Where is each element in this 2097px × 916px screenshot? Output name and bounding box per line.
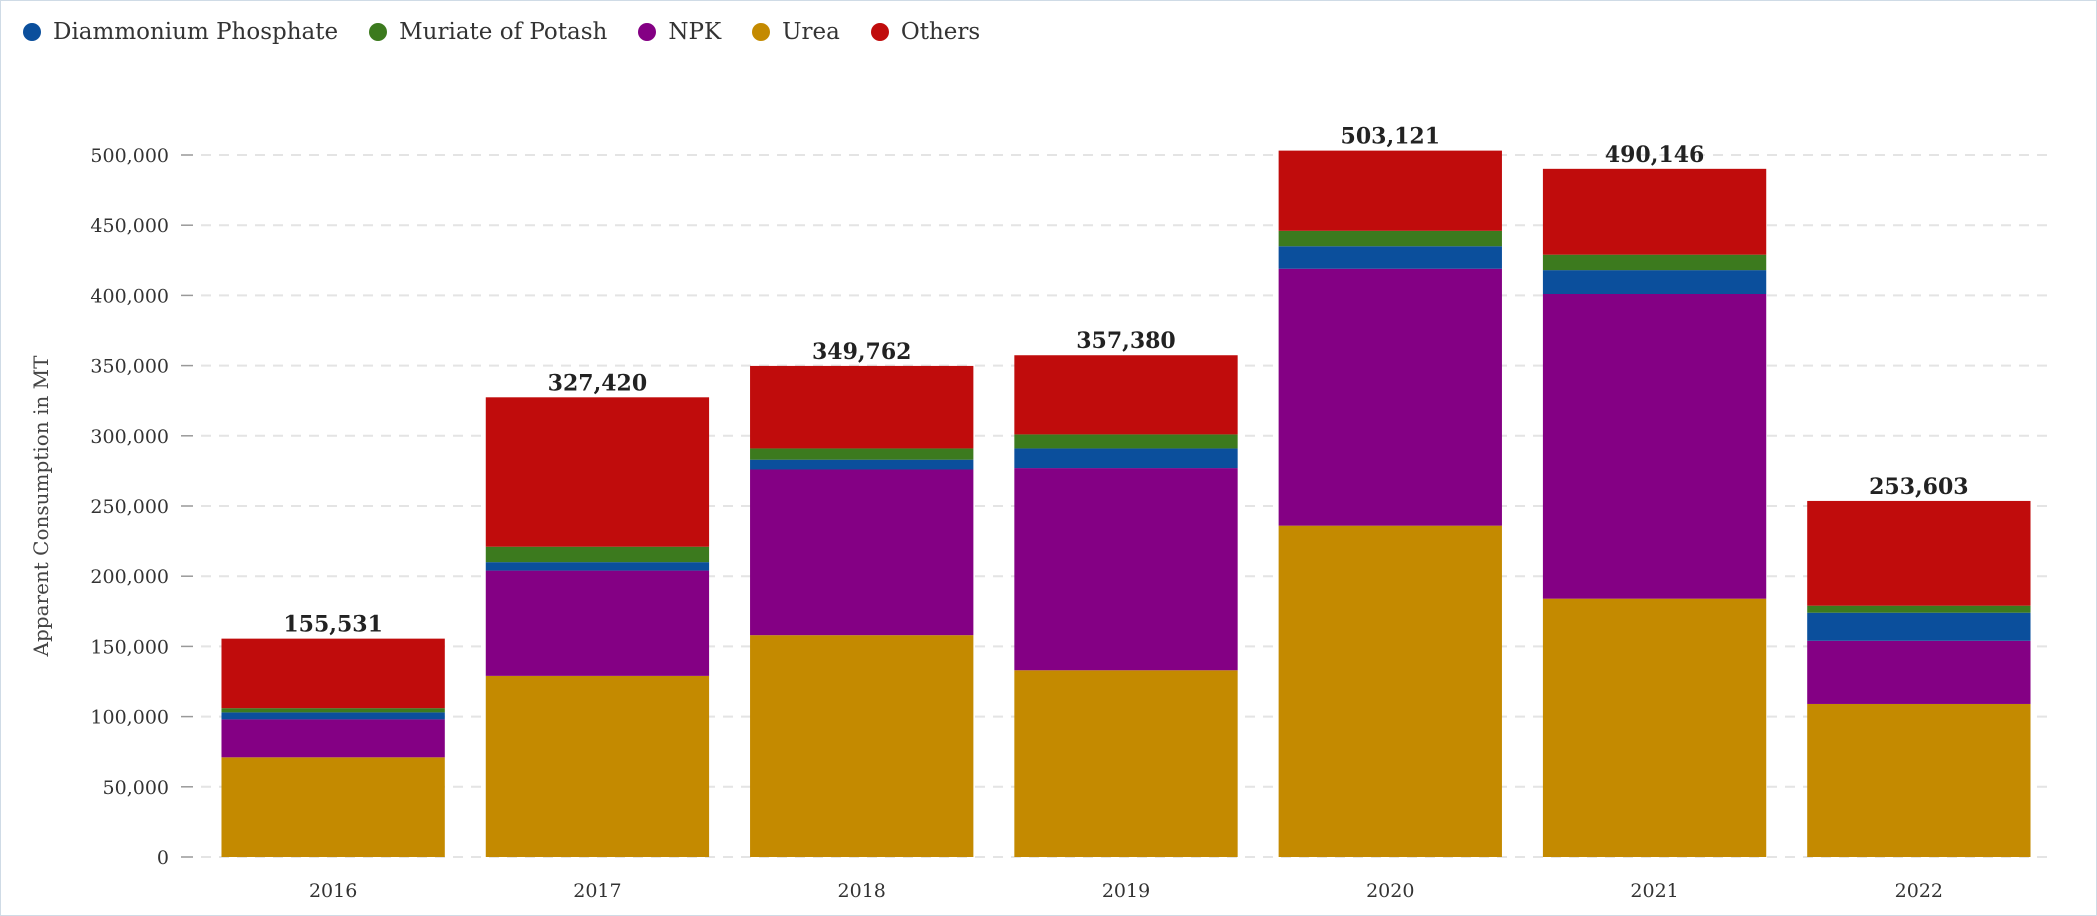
- y-tick-label: 300,000: [90, 426, 169, 448]
- total-label-2017: 327,420: [548, 370, 648, 396]
- y-tick-label: 500,000: [90, 145, 169, 167]
- bar-npk-2021[interactable]: [1542, 293, 1767, 599]
- bar-urea-2017[interactable]: [485, 675, 710, 857]
- bar-others-2017[interactable]: [485, 397, 710, 547]
- legend-label-npk: NPK: [668, 19, 722, 45]
- bar-muriate-of-potash-2021[interactable]: [1542, 254, 1767, 271]
- bar-others-2018[interactable]: [750, 365, 974, 449]
- legend-swatch-others: [870, 23, 889, 41]
- bar-diammonium-phosphate-2016[interactable]: [221, 712, 445, 720]
- bar-others-2020[interactable]: [1278, 150, 1502, 231]
- bar-urea-2016[interactable]: [221, 757, 445, 857]
- legend-label-others: Others: [900, 19, 981, 45]
- legend-swatch-npk: [638, 23, 657, 41]
- bar-muriate-of-potash-2019[interactable]: [1014, 434, 1238, 449]
- bar-others-2016[interactable]: [221, 638, 445, 709]
- bar-urea-2020[interactable]: [1278, 525, 1502, 857]
- bar-diammonium-phosphate-2019[interactable]: [1014, 448, 1238, 469]
- legend-swatch-urea: [752, 23, 771, 41]
- total-label-2021: 490,146: [1605, 142, 1705, 168]
- y-tick-label: 50,000: [103, 777, 169, 799]
- x-tick-label-2016: 2016: [309, 880, 357, 902]
- legend-item-npk[interactable]: NPK: [638, 19, 721, 45]
- x-tick-label-2018: 2018: [838, 880, 886, 902]
- bar-muriate-of-potash-2018[interactable]: [750, 448, 974, 460]
- legend-label-urea: Urea: [782, 19, 840, 45]
- bar-diammonium-phosphate-2017[interactable]: [485, 562, 710, 571]
- bar-diammonium-phosphate-2022[interactable]: [1807, 612, 2031, 641]
- y-tick-label: 350,000: [90, 356, 169, 378]
- legend-swatch-muriate-of-potash: [369, 23, 388, 41]
- bar-urea-2018[interactable]: [750, 635, 974, 857]
- x-tick-label-2020: 2020: [1366, 880, 1414, 902]
- bar-diammonium-phosphate-2018[interactable]: [750, 459, 974, 470]
- bar-urea-2021[interactable]: [1542, 598, 1767, 857]
- total-label-2018: 349,762: [812, 339, 912, 365]
- bar-npk-2019[interactable]: [1014, 468, 1238, 671]
- x-tick-label-2022: 2022: [1895, 880, 1943, 902]
- bar-npk-2017[interactable]: [485, 570, 710, 676]
- bar-muriate-of-potash-2020[interactable]: [1278, 230, 1502, 247]
- bar-urea-2019[interactable]: [1014, 670, 1238, 857]
- x-tick-label-2019: 2019: [1102, 880, 1150, 902]
- bar-npk-2020[interactable]: [1278, 268, 1502, 526]
- bar-others-2021[interactable]: [1542, 168, 1767, 255]
- total-label-2022: 253,603: [1869, 474, 1969, 500]
- y-tick-label: 100,000: [90, 707, 169, 729]
- x-tick-label-2021: 2021: [1630, 880, 1678, 902]
- y-tick-label: 250,000: [90, 496, 169, 518]
- bar-npk-2018[interactable]: [750, 469, 974, 636]
- bar-muriate-of-potash-2016[interactable]: [221, 708, 445, 713]
- x-tick-label-2017: 2017: [573, 880, 621, 902]
- total-label-2020: 503,121: [1341, 124, 1441, 150]
- total-label-2019: 357,380: [1076, 328, 1176, 354]
- y-tick-label: 200,000: [90, 566, 169, 588]
- legend-item-diammonium-phosphate[interactable]: Diammonium Phosphate: [23, 19, 338, 45]
- bar-others-2022[interactable]: [1807, 500, 2031, 606]
- legend-label-diammonium-phosphate: Diammonium Phosphate: [53, 19, 339, 45]
- bar-muriate-of-potash-2017[interactable]: [485, 546, 710, 563]
- bar-diammonium-phosphate-2021[interactable]: [1542, 270, 1767, 294]
- y-axis-label: Apparent Consumption in MT: [29, 355, 53, 658]
- bar-urea-2022[interactable]: [1807, 703, 2031, 857]
- y-tick-label: 450,000: [90, 215, 169, 237]
- y-tick-label: 150,000: [90, 636, 169, 658]
- chart-legend: Diammonium Phosphate Muriate of Potash NPK…: [23, 19, 1011, 45]
- legend-swatch-diammonium-phosphate: [23, 23, 41, 41]
- legend-item-urea[interactable]: Urea: [752, 19, 840, 45]
- legend-item-muriate-of-potash[interactable]: Muriate of Potash: [369, 19, 607, 45]
- legend-item-others[interactable]: Others: [870, 19, 981, 45]
- y-tick-label: 400,000: [90, 285, 169, 307]
- y-tick-label: 0: [157, 847, 169, 869]
- bar-npk-2022[interactable]: [1807, 640, 2031, 704]
- bar-npk-2016[interactable]: [221, 719, 445, 758]
- legend-label-muriate-of-potash: Muriate of Potash: [399, 19, 608, 45]
- bar-diammonium-phosphate-2020[interactable]: [1278, 246, 1502, 269]
- bar-muriate-of-potash-2022[interactable]: [1807, 605, 2031, 613]
- total-label-2016: 155,531: [283, 612, 383, 638]
- bar-others-2019[interactable]: [1014, 355, 1238, 435]
